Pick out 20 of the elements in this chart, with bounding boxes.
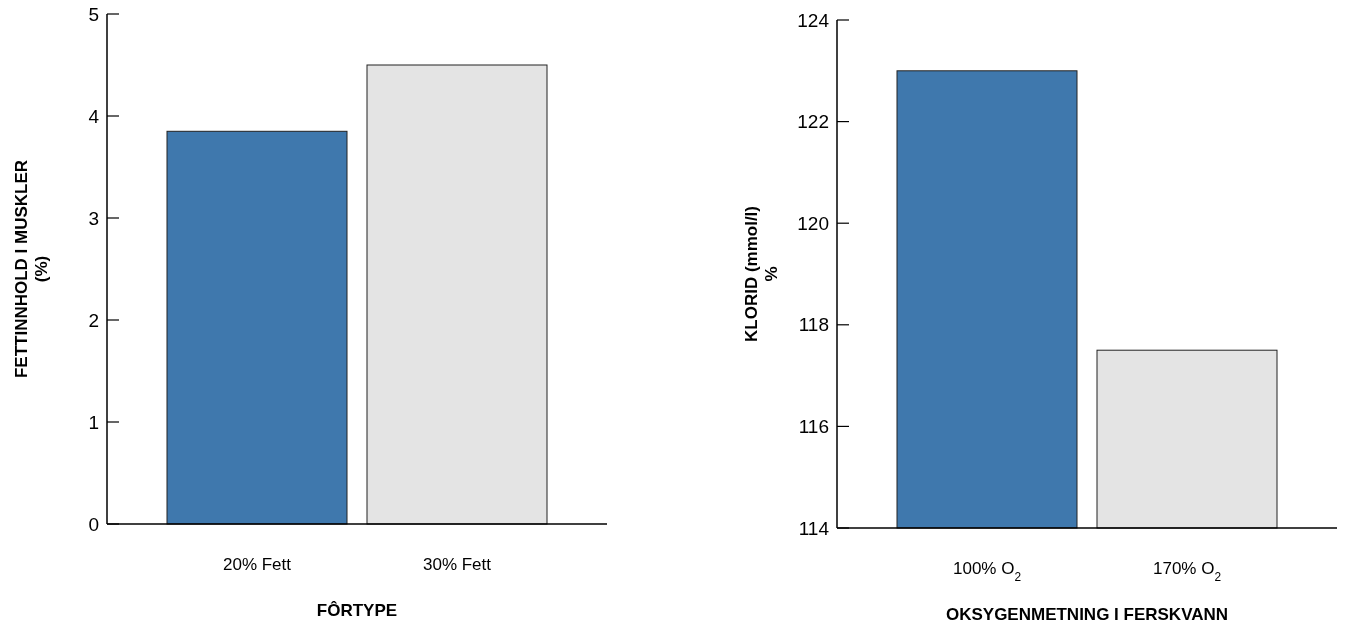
y-tick-label: 0 <box>88 513 99 535</box>
y-tick-label: 120 <box>797 212 829 234</box>
y-tick-label: 1 <box>88 411 99 433</box>
y-tick-label: 116 <box>798 416 829 438</box>
y-tick-label: 4 <box>88 105 100 127</box>
y-tick-label: 122 <box>797 111 829 133</box>
y-tick-label: 118 <box>798 314 829 336</box>
y-tick-label: 5 <box>88 3 99 25</box>
y-tick-label: 3 <box>88 207 99 229</box>
y-tick-label: 2 <box>88 309 99 331</box>
y-axis-title: FETTINNHOLD I MUSKLER (%) <box>11 159 52 379</box>
y-axis-title: KLORID (mmol/l) % <box>741 206 782 342</box>
y-tick-label: 114 <box>798 517 830 539</box>
y-tick-label: 124 <box>797 9 830 31</box>
x-tick-label: 30% Fett <box>422 555 492 574</box>
x-axis-title: FÔRTYPE <box>316 601 398 620</box>
x-axis-title: OKSYGENMETNING I FERSKVANN <box>945 605 1229 624</box>
x-tick-label: 20% Fett <box>222 555 292 574</box>
x-tick-label: 170% O$_{2}$ <box>1152 559 1222 584</box>
x-tick-label: 100% O$_{2}$ <box>952 559 1022 584</box>
